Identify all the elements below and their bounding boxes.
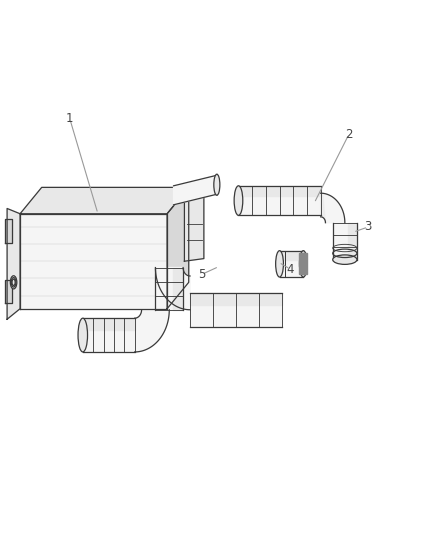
Polygon shape <box>20 188 189 214</box>
Polygon shape <box>238 186 321 215</box>
Polygon shape <box>299 253 307 274</box>
Ellipse shape <box>333 255 357 264</box>
Text: 2: 2 <box>345 128 353 141</box>
Polygon shape <box>190 293 282 327</box>
Polygon shape <box>83 318 134 352</box>
Polygon shape <box>7 208 20 319</box>
Polygon shape <box>5 280 12 303</box>
Polygon shape <box>83 318 134 330</box>
Polygon shape <box>190 293 282 305</box>
Ellipse shape <box>11 276 17 289</box>
Polygon shape <box>173 175 217 205</box>
Polygon shape <box>238 186 321 196</box>
Ellipse shape <box>214 174 220 195</box>
Polygon shape <box>321 193 325 223</box>
Polygon shape <box>349 223 357 260</box>
Text: 4: 4 <box>286 263 294 276</box>
Polygon shape <box>5 219 12 243</box>
Ellipse shape <box>234 186 243 215</box>
Ellipse shape <box>300 251 307 277</box>
Polygon shape <box>279 251 304 260</box>
Polygon shape <box>134 310 169 352</box>
Ellipse shape <box>78 318 88 352</box>
Text: 1: 1 <box>66 112 74 125</box>
Polygon shape <box>333 223 357 260</box>
Polygon shape <box>184 195 204 261</box>
Polygon shape <box>321 193 345 223</box>
Polygon shape <box>155 268 190 310</box>
Polygon shape <box>155 268 183 310</box>
Text: 3: 3 <box>364 221 372 233</box>
Text: 5: 5 <box>198 268 205 281</box>
Ellipse shape <box>276 251 283 277</box>
Polygon shape <box>279 251 304 277</box>
Polygon shape <box>167 188 189 309</box>
Polygon shape <box>173 268 183 310</box>
Polygon shape <box>20 214 167 309</box>
